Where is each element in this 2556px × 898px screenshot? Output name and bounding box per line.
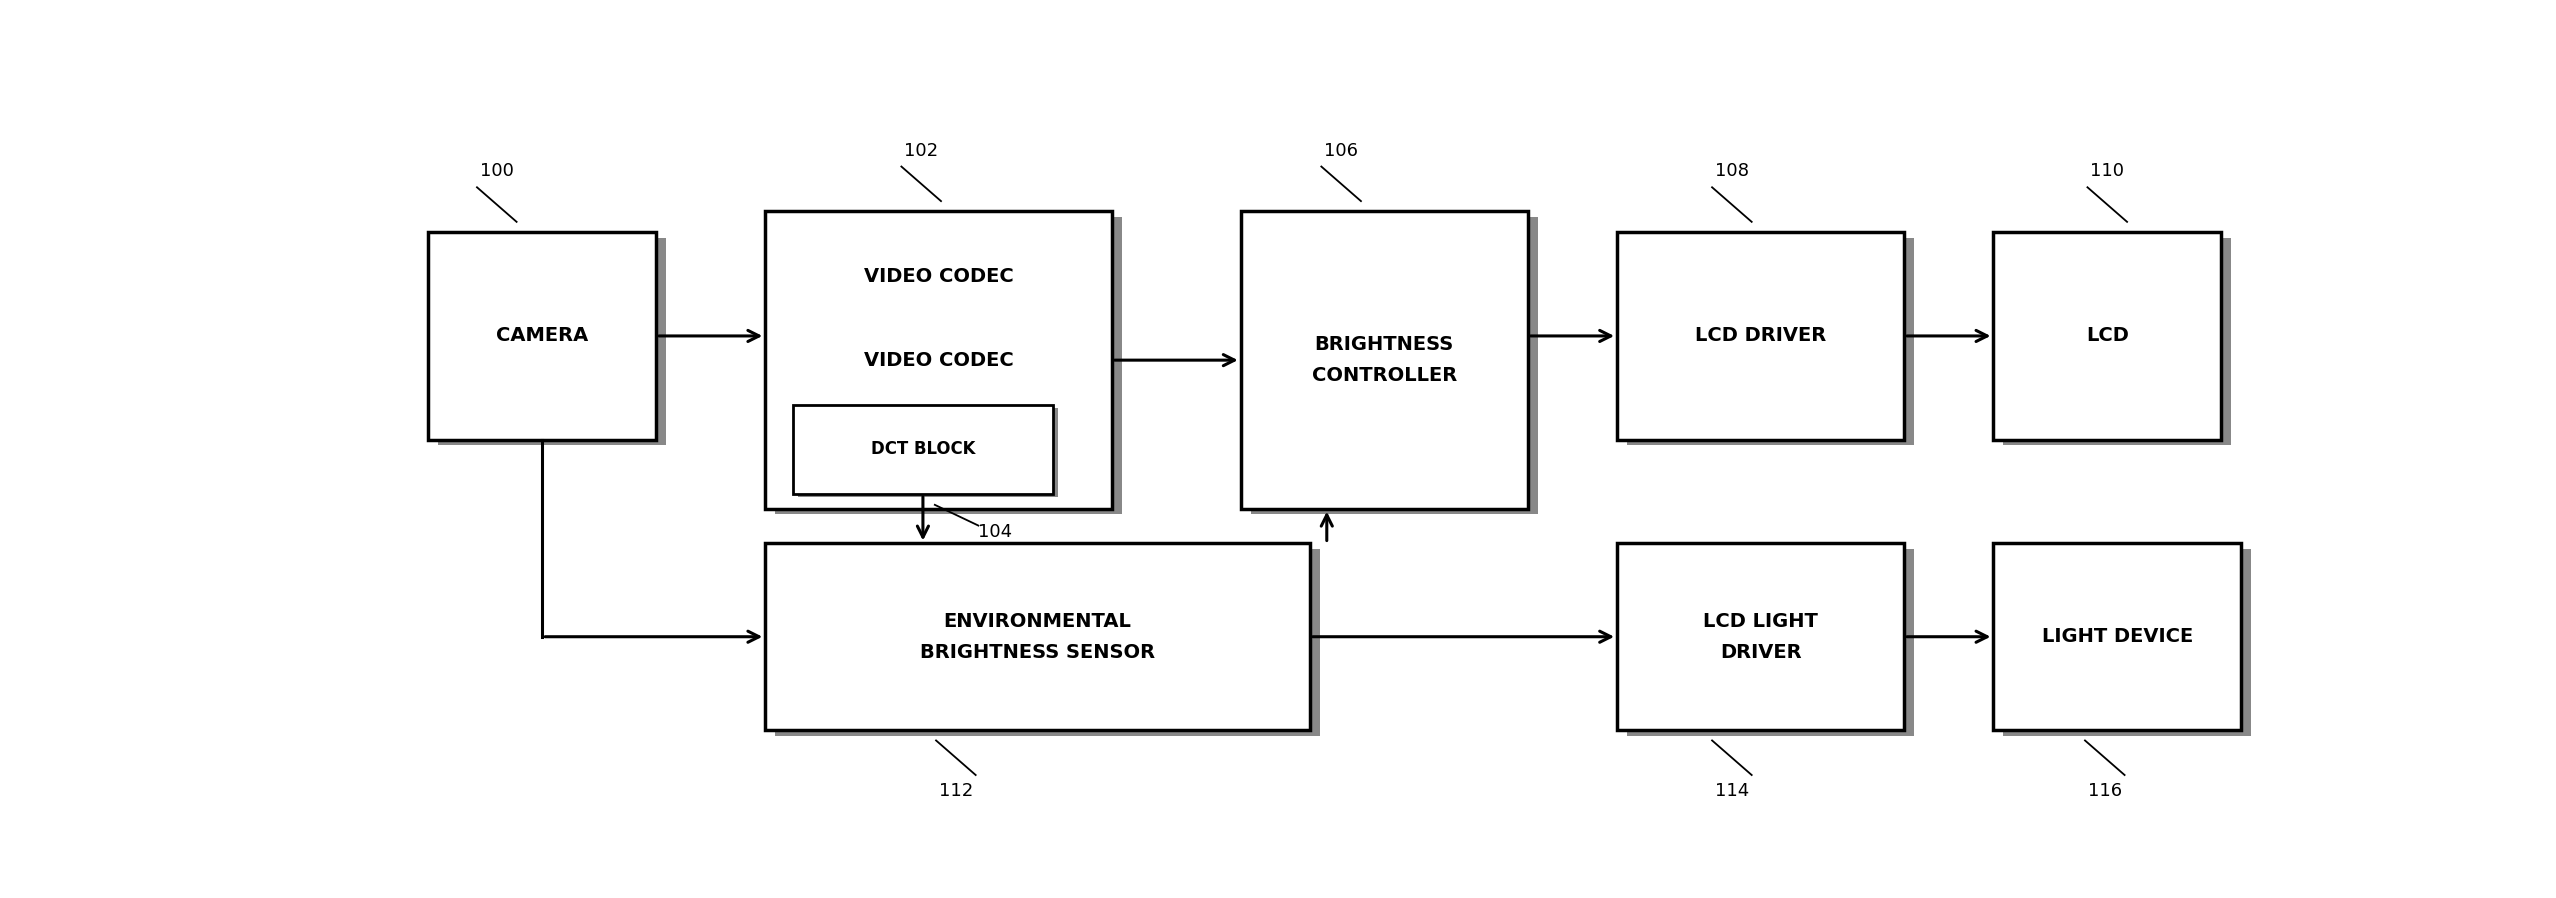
Text: LIGHT DEVICE: LIGHT DEVICE	[2042, 627, 2193, 647]
Text: ENVIRONMENTAL: ENVIRONMENTAL	[943, 612, 1132, 630]
Text: BRIGHTNESS: BRIGHTNESS	[1314, 335, 1454, 354]
Text: 106: 106	[1324, 142, 1357, 160]
Text: DRIVER: DRIVER	[1720, 643, 1802, 662]
Text: LCD DRIVER: LCD DRIVER	[1695, 327, 1825, 346]
Bar	[1994, 543, 2242, 730]
Text: 100: 100	[481, 163, 514, 180]
Text: VIDEO CODEC: VIDEO CODEC	[864, 268, 1012, 286]
Text: LCD: LCD	[2086, 327, 2129, 346]
Text: 110: 110	[2091, 163, 2124, 180]
Bar	[1628, 238, 1914, 445]
Text: VIDEO CODEC: VIDEO CODEC	[864, 350, 1012, 370]
Bar	[774, 217, 1122, 515]
Bar	[1240, 212, 1528, 509]
Bar	[1250, 217, 1539, 515]
Text: 116: 116	[2088, 782, 2121, 800]
Bar	[429, 233, 657, 440]
Text: 102: 102	[905, 142, 938, 160]
Bar	[764, 543, 1311, 730]
Bar	[1618, 233, 1904, 440]
Bar	[764, 212, 1112, 509]
Bar	[2004, 549, 2252, 735]
Bar	[2004, 238, 2231, 445]
Bar	[792, 405, 1053, 494]
Text: 104: 104	[979, 524, 1012, 541]
Text: 108: 108	[1715, 163, 1748, 180]
Bar	[1618, 543, 1904, 730]
Text: 112: 112	[938, 782, 974, 800]
Bar	[440, 238, 667, 445]
Bar	[1628, 549, 1914, 735]
Text: DCT BLOCK: DCT BLOCK	[872, 440, 976, 458]
Bar	[774, 549, 1319, 735]
Text: LCD LIGHT: LCD LIGHT	[1702, 612, 1817, 630]
Text: 114: 114	[1715, 782, 1748, 800]
Text: CONTROLLER: CONTROLLER	[1311, 366, 1457, 385]
Text: BRIGHTNESS SENSOR: BRIGHTNESS SENSOR	[920, 643, 1155, 662]
Text: CAMERA: CAMERA	[496, 327, 588, 346]
Bar	[797, 408, 1058, 497]
Bar	[1994, 233, 2221, 440]
